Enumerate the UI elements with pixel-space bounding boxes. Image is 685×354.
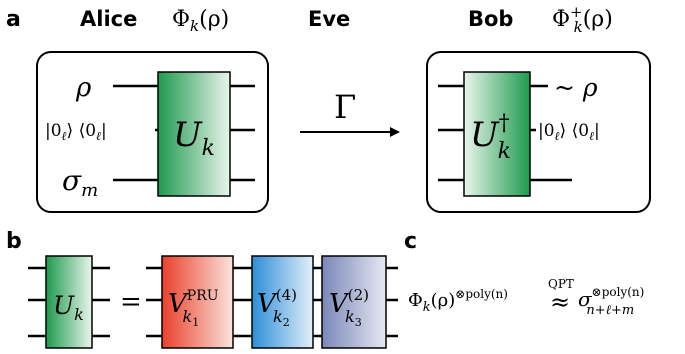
panel-c: c Φk(ρ)⊗poly(n) QPT ≈ σ⊗poly(n) n+ℓ+m: [404, 229, 644, 318]
alice-ancilla-mid: ⟩ ⟨0: [67, 121, 96, 141]
eve-label: Eve: [308, 7, 350, 31]
equation-lhs-sub: k: [423, 300, 431, 315]
bob-gate-label: U† k: [470, 111, 511, 164]
v-pru-subsub: 1: [192, 316, 199, 329]
approx-sign: ≈: [550, 288, 570, 316]
bob-ancilla-mid: ⟩ ⟨0: [560, 121, 589, 141]
v-2-sub: k: [345, 307, 355, 326]
v-pru-gate: [161, 255, 234, 349]
alice-ancilla-ket: |0: [45, 121, 62, 141]
equation-rhs: σ⊗poly(n) n+ℓ+m: [578, 285, 644, 318]
bob-ancilla-sub: ℓ: [555, 129, 560, 143]
lhs-gate-label: Uk: [53, 291, 84, 324]
v-4-subsub: 2: [283, 316, 290, 329]
alice-sigma-sub: m: [81, 180, 98, 201]
lhs-gate-main: U: [53, 291, 75, 320]
alice-gate-label: Uk: [173, 115, 215, 161]
alice-ancilla-sub: ℓ: [62, 129, 67, 143]
v-4-sub: k: [273, 307, 283, 326]
bob-channel-arg: (ρ): [583, 7, 613, 32]
panel-label-c: c: [404, 229, 417, 254]
bob-unitary-dagger-gate: [463, 71, 531, 197]
v-4-main: V: [257, 289, 278, 319]
v-pru-sup: PRU: [187, 288, 219, 304]
equation-lhs-phi: Φ: [408, 290, 423, 311]
v-2-gate: [321, 255, 387, 349]
lhs-gate-sub: k: [74, 305, 84, 324]
v-pru-main: V: [168, 289, 189, 319]
v-pru-sub: k: [183, 307, 193, 326]
bob-channel-sup: +: [570, 3, 583, 21]
alice-box: [36, 51, 269, 213]
equation-rhs-sigma: σ: [578, 287, 593, 311]
bob-ancilla-bra: |: [594, 121, 600, 141]
equation-lhs: Φk(ρ)⊗poly(n): [408, 287, 508, 315]
qpt-label: QPT: [548, 277, 574, 291]
bob-ancilla-ket: |0: [538, 121, 555, 141]
bob-output-rho: ~ ρ: [554, 73, 598, 102]
equation-lhs-arg: (ρ): [431, 290, 456, 311]
lhs-unitary-gate: [45, 255, 93, 349]
bob-box: [426, 51, 651, 213]
alice-input-ancilla: |0ℓ⟩ ⟨0ℓ|: [45, 121, 107, 143]
bob-ancilla-sub2: ℓ: [589, 129, 594, 143]
alice-sigma-main: σ: [62, 164, 82, 197]
v-4-gate: [251, 255, 314, 349]
alice-channel-arg: (ρ): [199, 7, 229, 32]
alice-channel-sub: k: [190, 17, 199, 35]
equals-sign: =: [120, 287, 142, 317]
panel-b: b Uk = VPRU k1: [6, 229, 398, 349]
v-2-main: V: [329, 289, 350, 319]
alice-label: Alice: [80, 7, 137, 31]
panel-a: a Alice Φk(ρ) Eve Bob Φ+ k(ρ) Uk ρ |0ℓ⟩ ⟨…: [6, 3, 651, 213]
bob-output-ancilla: |0ℓ⟩ ⟨0ℓ|: [538, 121, 600, 143]
bob-gate-sup: †: [499, 111, 510, 136]
bob-gate-sub: k: [498, 139, 511, 164]
alice-wires: [113, 84, 255, 182]
bob-label: Bob: [468, 7, 513, 31]
panel-label-a: a: [6, 7, 21, 32]
alice-channel: Φk(ρ): [172, 7, 229, 35]
lhs-wires: [28, 266, 110, 338]
bob-channel: Φ+ k(ρ): [552, 3, 613, 36]
v-2-subsub: 3: [355, 316, 362, 329]
v-2-label: V(2) k3: [329, 286, 369, 329]
v-4-sup: (4): [276, 286, 297, 304]
equation-lhs-sup: ⊗poly(n): [455, 287, 508, 301]
v-2-sup: (2): [348, 286, 369, 304]
alice-gate-main: U: [173, 115, 203, 155]
alice-input-rho: ρ: [75, 73, 92, 103]
bob-channel-sub: k: [574, 18, 583, 36]
rhs-wires: [146, 266, 398, 338]
alice-input-sigma: σm: [62, 164, 98, 201]
equation-rhs-sup: ⊗poly(n): [592, 285, 645, 299]
equation-rhs-sub: n+ℓ+m: [586, 303, 634, 318]
bob-channel-phi: Φ: [552, 7, 570, 32]
panel-label-b: b: [6, 229, 22, 254]
alice-unitary-gate: [157, 71, 231, 197]
alice-ancilla-bra: |: [101, 121, 107, 141]
alice-ancilla-sub2: ℓ: [96, 129, 101, 143]
eve-channel-gamma: Γ: [334, 88, 356, 126]
bob-wires: [438, 84, 572, 182]
v-pru-label: VPRU k1: [168, 288, 219, 329]
v-4-label: V(4) k2: [257, 286, 297, 329]
alice-gate-sub: k: [202, 136, 215, 161]
bob-gate-main: U: [470, 115, 500, 155]
alice-channel-phi: Φ: [172, 7, 190, 32]
